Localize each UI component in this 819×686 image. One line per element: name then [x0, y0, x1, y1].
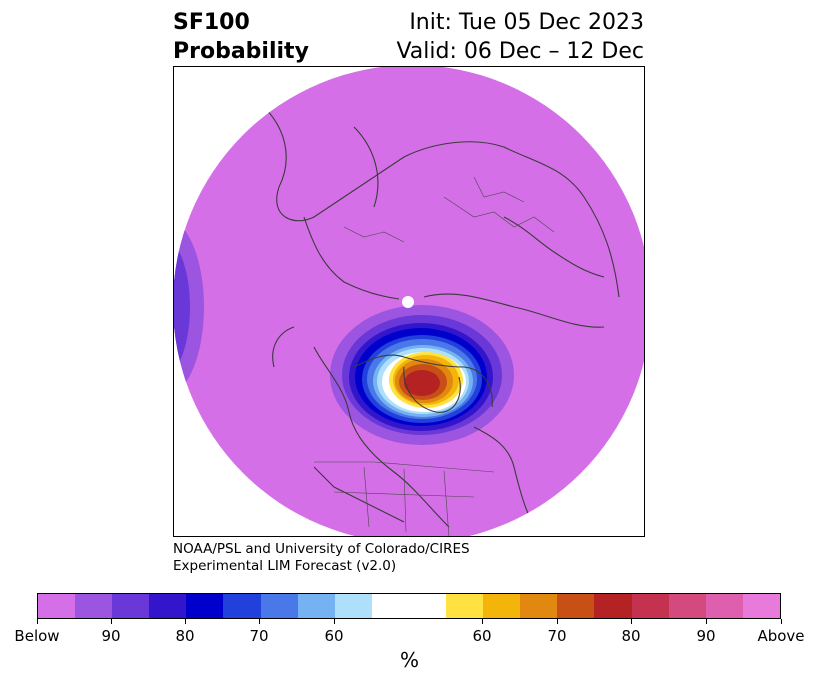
map-panel: [173, 66, 645, 537]
colorbar-segment: [371, 594, 447, 618]
colorbar-tick-label: 80: [621, 627, 641, 645]
colorbar-segment: [260, 594, 298, 618]
forecast-dates: Init: Tue 05 Dec 2023 Valid: 06 Dec – 12…: [396, 8, 644, 66]
colorbar-tick: [259, 619, 260, 624]
valid-date: Valid: 06 Dec – 12 Dec: [396, 39, 644, 64]
colorbar-tick: [557, 619, 558, 624]
colorbar-tick-label: Below: [14, 627, 60, 645]
colorbar-segment: [520, 594, 558, 618]
colorbar-segment: [38, 594, 76, 618]
central-anomaly: [330, 305, 514, 445]
colorbar-segment: [75, 594, 113, 618]
colorbar-tick: [111, 619, 112, 624]
colorbar-segment: [112, 594, 150, 618]
colorbar-segment: [705, 594, 743, 618]
colorbar-segment: [594, 594, 632, 618]
coastlines: [263, 106, 630, 528]
chart-title: SF100 Probability: [173, 8, 309, 66]
west-anomaly-1: [174, 217, 204, 397]
pole-hole: [402, 296, 414, 308]
colorbar-tick-label: 60: [324, 627, 344, 645]
colorbar-segment: [742, 594, 780, 618]
colorbar-tick-label: 80: [175, 627, 195, 645]
colorbar-segment: [483, 594, 521, 618]
credit-text: NOAA/PSL and University of Colorado/CIRE…: [173, 541, 470, 575]
colorbar-tick: [482, 619, 483, 624]
credit-line-2: Experimental LIM Forecast (v2.0): [173, 558, 397, 574]
colorbar-tick: [706, 619, 707, 624]
colorbar-tick-label: 60: [472, 627, 492, 645]
colorbar-segment: [297, 594, 335, 618]
title-subtitle: Probability: [173, 39, 309, 64]
colorbar-segment: [186, 594, 224, 618]
colorbar: [37, 593, 781, 619]
colorbar-segment: [668, 594, 706, 618]
colorbar-tick-label: 70: [249, 627, 269, 645]
colorbar-tick: [631, 619, 632, 624]
colorbar-segment: [334, 594, 372, 618]
colorbar-unit-label: %: [399, 648, 419, 672]
probability-map: [174, 67, 644, 536]
colorbar-tick: [334, 619, 335, 624]
colorbar-tick-label: Above: [757, 627, 805, 645]
colorbar-tick-label: 70: [547, 627, 567, 645]
init-date: Init: Tue 05 Dec 2023: [409, 10, 644, 35]
colorbar-segment: [149, 594, 187, 618]
colorbar-tick: [185, 619, 186, 624]
colorbar-ticks: Below 90 80 70 60 60 70 80 90 Above: [0, 619, 819, 649]
colorbar-segment: [631, 594, 669, 618]
colorbar-tick-label: 90: [101, 627, 121, 645]
title-variable: SF100: [173, 10, 250, 35]
colorbar-segment: [557, 594, 595, 618]
borders: [314, 176, 555, 536]
credit-line-1: NOAA/PSL and University of Colorado/CIRE…: [173, 541, 470, 557]
colorbar-segment: [223, 594, 261, 618]
colorbar-tick: [781, 619, 782, 624]
colorbar-tick-label: 90: [696, 627, 716, 645]
colorbar-segment: [446, 594, 484, 618]
colorbar-tick: [37, 619, 38, 624]
